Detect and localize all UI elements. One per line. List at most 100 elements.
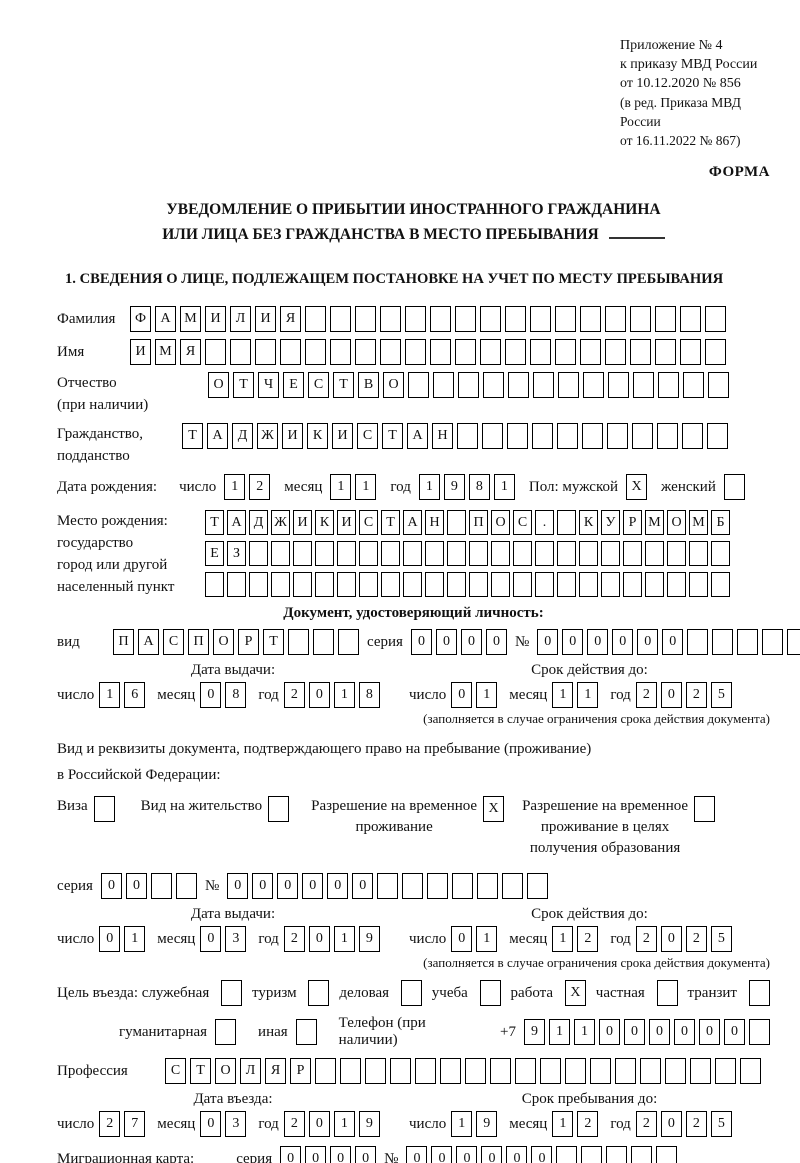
char-cell[interactable]: 0 (612, 629, 634, 655)
char-cell[interactable]: 8 (468, 474, 490, 500)
char-cell[interactable]: 1 (476, 682, 498, 708)
char-cell[interactable] (630, 306, 651, 332)
char-cell[interactable]: С (308, 372, 329, 398)
char-cell[interactable] (667, 541, 686, 566)
char-cell[interactable]: 2 (635, 682, 657, 708)
char-cell[interactable] (601, 541, 620, 566)
char-cell[interactable] (530, 306, 551, 332)
char-cell[interactable]: П (113, 629, 134, 655)
char-cell[interactable]: К (307, 423, 328, 449)
char-cell[interactable]: 0 (227, 873, 249, 899)
char-cell[interactable] (711, 541, 730, 566)
char-cell[interactable] (527, 873, 549, 899)
char-cell[interactable] (556, 1146, 578, 1163)
char-cell[interactable]: 0 (637, 629, 659, 655)
char-cell[interactable] (482, 423, 503, 449)
char-cell[interactable] (557, 572, 576, 597)
char-cell[interactable] (631, 1146, 653, 1163)
char-cell[interactable] (508, 372, 529, 398)
char-cell[interactable] (491, 541, 510, 566)
char-cell[interactable] (530, 339, 551, 365)
char-cell[interactable]: О (383, 372, 404, 398)
char-cell[interactable] (580, 339, 601, 365)
char-cell[interactable] (682, 423, 703, 449)
char-cell[interactable]: Л (240, 1058, 261, 1084)
char-cell[interactable] (633, 372, 654, 398)
char-cell[interactable] (608, 372, 629, 398)
char-cell[interactable]: О (213, 629, 234, 655)
char-cell[interactable]: И (337, 510, 356, 535)
char-cell[interactable] (330, 339, 351, 365)
char-cell[interactable] (623, 541, 642, 566)
char-cell[interactable]: 1 (330, 474, 352, 500)
char-cell[interactable]: Ч (258, 372, 279, 398)
char-cell[interactable] (583, 372, 604, 398)
char-cell[interactable]: Н (425, 510, 444, 535)
char-cell[interactable] (605, 306, 626, 332)
char-cell[interactable] (557, 510, 576, 535)
char-cell[interactable] (93, 796, 115, 822)
char-cell[interactable] (532, 423, 553, 449)
char-cell[interactable] (479, 980, 501, 1006)
char-cell[interactable]: Д (249, 510, 268, 535)
char-cell[interactable] (425, 541, 444, 566)
char-cell[interactable]: 2 (685, 1111, 707, 1137)
char-cell[interactable] (403, 572, 422, 597)
char-cell[interactable]: 1 (549, 1019, 570, 1045)
char-cell[interactable] (740, 1058, 761, 1084)
char-cell[interactable] (271, 541, 290, 566)
char-cell[interactable] (580, 306, 601, 332)
char-cell[interactable] (458, 372, 479, 398)
char-cell[interactable]: Ж (271, 510, 290, 535)
char-cell[interactable]: 0 (355, 1146, 377, 1163)
char-cell[interactable]: 6 (124, 682, 146, 708)
char-cell[interactable] (632, 423, 653, 449)
char-cell[interactable] (337, 572, 356, 597)
char-cell[interactable]: 1 (333, 1111, 355, 1137)
char-cell[interactable]: 0 (674, 1019, 695, 1045)
char-cell[interactable] (305, 339, 326, 365)
char-cell[interactable]: 2 (577, 1111, 599, 1137)
char-cell[interactable]: Я (180, 339, 201, 365)
char-cell[interactable]: 1 (99, 682, 121, 708)
char-cell[interactable] (249, 541, 268, 566)
char-cell[interactable] (689, 541, 708, 566)
char-cell[interactable]: 0 (252, 873, 274, 899)
char-cell[interactable] (452, 873, 474, 899)
char-cell[interactable] (683, 372, 704, 398)
char-cell[interactable]: 2 (685, 682, 707, 708)
char-cell[interactable] (513, 541, 532, 566)
char-cell[interactable] (469, 572, 488, 597)
char-cell[interactable] (787, 629, 800, 655)
char-cell[interactable] (515, 1058, 536, 1084)
char-cell[interactable] (268, 796, 290, 822)
char-cell[interactable] (640, 1058, 661, 1084)
char-cell[interactable] (490, 1058, 511, 1084)
char-cell[interactable] (480, 339, 501, 365)
char-cell[interactable]: О (491, 510, 510, 535)
char-cell[interactable] (330, 306, 351, 332)
char-cell[interactable] (680, 339, 701, 365)
char-cell[interactable]: Т (205, 510, 224, 535)
char-cell[interactable]: 0 (456, 1146, 478, 1163)
char-cell[interactable]: 0 (125, 873, 147, 899)
char-cell[interactable] (748, 980, 770, 1006)
char-cell[interactable] (380, 306, 401, 332)
char-cell[interactable] (150, 873, 172, 899)
char-cell[interactable]: 0 (200, 1111, 222, 1137)
char-cell[interactable] (280, 339, 301, 365)
char-cell[interactable]: А (407, 423, 428, 449)
char-cell[interactable]: 1 (552, 926, 574, 952)
char-cell[interactable]: 0 (280, 1146, 302, 1163)
char-cell[interactable] (505, 339, 526, 365)
char-cell[interactable]: К (579, 510, 598, 535)
char-cell[interactable]: X (483, 796, 505, 822)
char-cell[interactable]: С (357, 423, 378, 449)
char-cell[interactable] (402, 873, 424, 899)
char-cell[interactable]: 2 (283, 926, 305, 952)
char-cell[interactable] (408, 372, 429, 398)
char-cell[interactable] (712, 629, 734, 655)
char-cell[interactable]: С (163, 629, 184, 655)
char-cell[interactable]: Р (238, 629, 259, 655)
char-cell[interactable]: 9 (358, 926, 380, 952)
